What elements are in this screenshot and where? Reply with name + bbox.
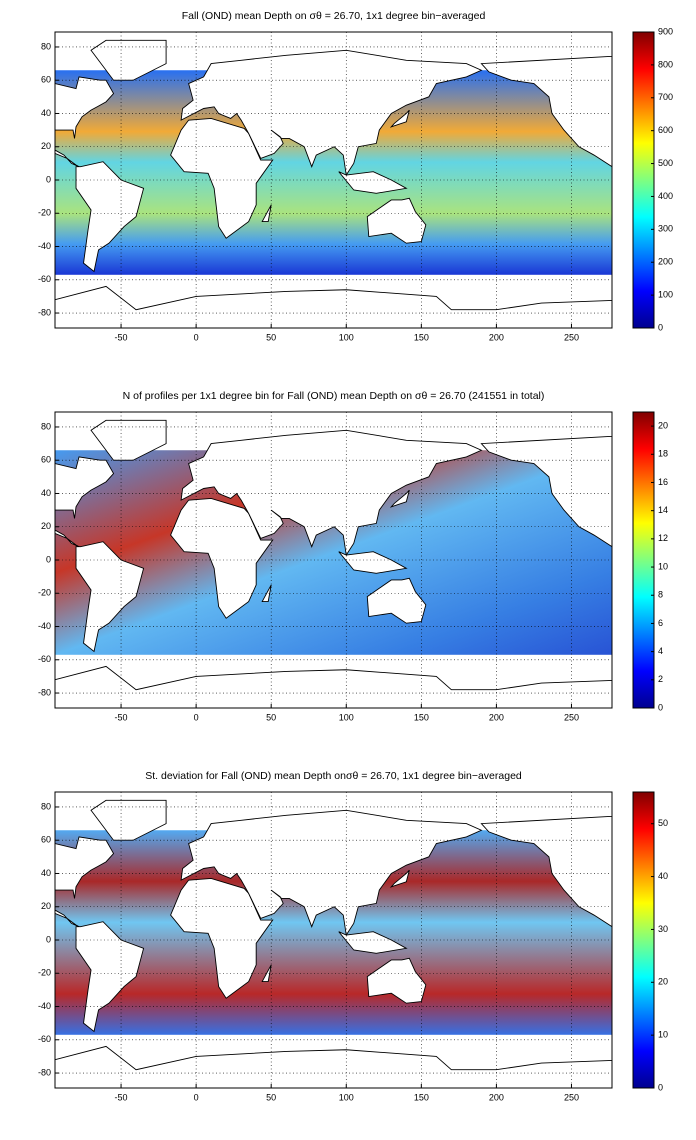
- colorbar-tick-label: 20: [658, 977, 668, 987]
- map-panel: St. deviation for Fall (OND) mean Depth …: [38, 770, 668, 1103]
- y-tick-label: 60: [41, 75, 51, 85]
- panel-title: Fall (OND) mean Depth on σθ = 26.70, 1x1…: [182, 10, 486, 22]
- colorbar-tick-label: 2: [658, 674, 663, 684]
- colorbar-tick-label: 500: [658, 158, 673, 168]
- colorbar-tick-label: 10: [658, 1030, 668, 1040]
- x-tick-label: 100: [339, 712, 354, 722]
- y-tick-label: -80: [38, 1067, 51, 1077]
- x-tick-label: 250: [564, 712, 579, 722]
- y-tick-label: -20: [38, 968, 51, 978]
- y-tick-label: -20: [38, 588, 51, 598]
- x-tick-label: 0: [194, 1092, 199, 1102]
- colorbar-tick-label: 800: [658, 59, 673, 69]
- y-tick-label: -40: [38, 1001, 51, 1011]
- x-tick-label: 250: [564, 332, 579, 342]
- y-tick-label: -80: [38, 307, 51, 317]
- colorbar-tick-label: 20: [658, 420, 668, 430]
- colorbar: [632, 31, 655, 329]
- y-tick-label: 20: [41, 141, 51, 151]
- colorbar-tick-label: 8: [658, 590, 663, 600]
- map-area: [55, 39, 612, 328]
- panel-title: N of profiles per 1x1 degree bin for Fal…: [123, 390, 545, 402]
- colorbar-tick-label: 700: [658, 92, 673, 102]
- colorbar-tick-label: 12: [658, 533, 668, 543]
- y-tick-label: 0: [46, 174, 51, 184]
- colorbar-tick-label: 6: [658, 618, 663, 628]
- x-tick-label: 0: [194, 332, 199, 342]
- x-tick-label: 150: [414, 332, 429, 342]
- y-tick-label: 40: [41, 488, 51, 498]
- y-tick-label: -60: [38, 1034, 51, 1044]
- y-tick-label: 80: [41, 421, 51, 431]
- x-tick-label: -50: [115, 1092, 128, 1102]
- x-tick-label: 100: [339, 332, 354, 342]
- colorbar-tick-label: 4: [658, 646, 663, 656]
- y-tick-label: 40: [41, 108, 51, 118]
- x-tick-label: 0: [194, 712, 199, 722]
- y-tick-label: 60: [41, 835, 51, 845]
- y-tick-label: -40: [38, 241, 51, 251]
- colorbar-tick-label: 30: [658, 924, 668, 934]
- axes-frame: [54, 31, 613, 329]
- colorbar: [632, 411, 655, 709]
- colorbar: [632, 791, 655, 1089]
- y-tick-label: 60: [41, 455, 51, 465]
- x-tick-label: -50: [115, 332, 128, 342]
- y-tick-label: 20: [41, 521, 51, 531]
- x-tick-label: 150: [414, 712, 429, 722]
- y-tick-label: -60: [38, 654, 51, 664]
- axes-frame: [54, 791, 613, 1089]
- map-panel: Fall (OND) mean Depth on σθ = 26.70, 1x1…: [38, 10, 673, 343]
- panel-title: St. deviation for Fall (OND) mean Depth …: [145, 770, 522, 782]
- y-tick-label: -40: [38, 621, 51, 631]
- x-tick-label: 50: [266, 332, 276, 342]
- y-tick-label: -80: [38, 687, 51, 697]
- colorbar-tick-label: 10: [658, 561, 668, 571]
- map-area: [55, 799, 612, 1088]
- x-tick-label: -50: [115, 712, 128, 722]
- x-tick-label: 200: [489, 1092, 504, 1102]
- x-tick-label: 50: [266, 1092, 276, 1102]
- x-tick-label: 50: [266, 712, 276, 722]
- y-tick-label: -20: [38, 208, 51, 218]
- x-tick-label: 250: [564, 1092, 579, 1102]
- colorbar-tick-label: 0: [658, 1082, 663, 1092]
- y-tick-label: 40: [41, 868, 51, 878]
- x-tick-label: 200: [489, 332, 504, 342]
- colorbar-tick-label: 900: [658, 26, 673, 36]
- colorbar-tick-label: 14: [658, 505, 668, 515]
- map-area: [55, 419, 612, 708]
- y-tick-label: 0: [46, 554, 51, 564]
- colorbar-tick-label: 300: [658, 224, 673, 234]
- y-tick-label: 0: [46, 934, 51, 944]
- colorbar-tick-label: 0: [658, 702, 663, 712]
- y-tick-label: -60: [38, 274, 51, 284]
- y-tick-label: 80: [41, 801, 51, 811]
- colorbar-tick-label: 18: [658, 449, 668, 459]
- x-tick-label: 200: [489, 712, 504, 722]
- y-tick-label: 80: [41, 41, 51, 51]
- colorbar-tick-label: 100: [658, 289, 673, 299]
- colorbar-tick-label: 0: [658, 322, 663, 332]
- x-tick-label: 100: [339, 1092, 354, 1102]
- map-panel: N of profiles per 1x1 degree bin for Fal…: [38, 390, 668, 723]
- colorbar-tick-label: 600: [658, 125, 673, 135]
- colorbar-tick-label: 50: [658, 818, 668, 828]
- colorbar-tick-label: 16: [658, 477, 668, 487]
- axes-frame: [54, 411, 613, 709]
- colorbar-tick-label: 200: [658, 257, 673, 267]
- colorbar-tick-label: 40: [658, 871, 668, 881]
- y-tick-label: 20: [41, 901, 51, 911]
- colorbar-tick-label: 400: [658, 191, 673, 201]
- x-tick-label: 150: [414, 1092, 429, 1102]
